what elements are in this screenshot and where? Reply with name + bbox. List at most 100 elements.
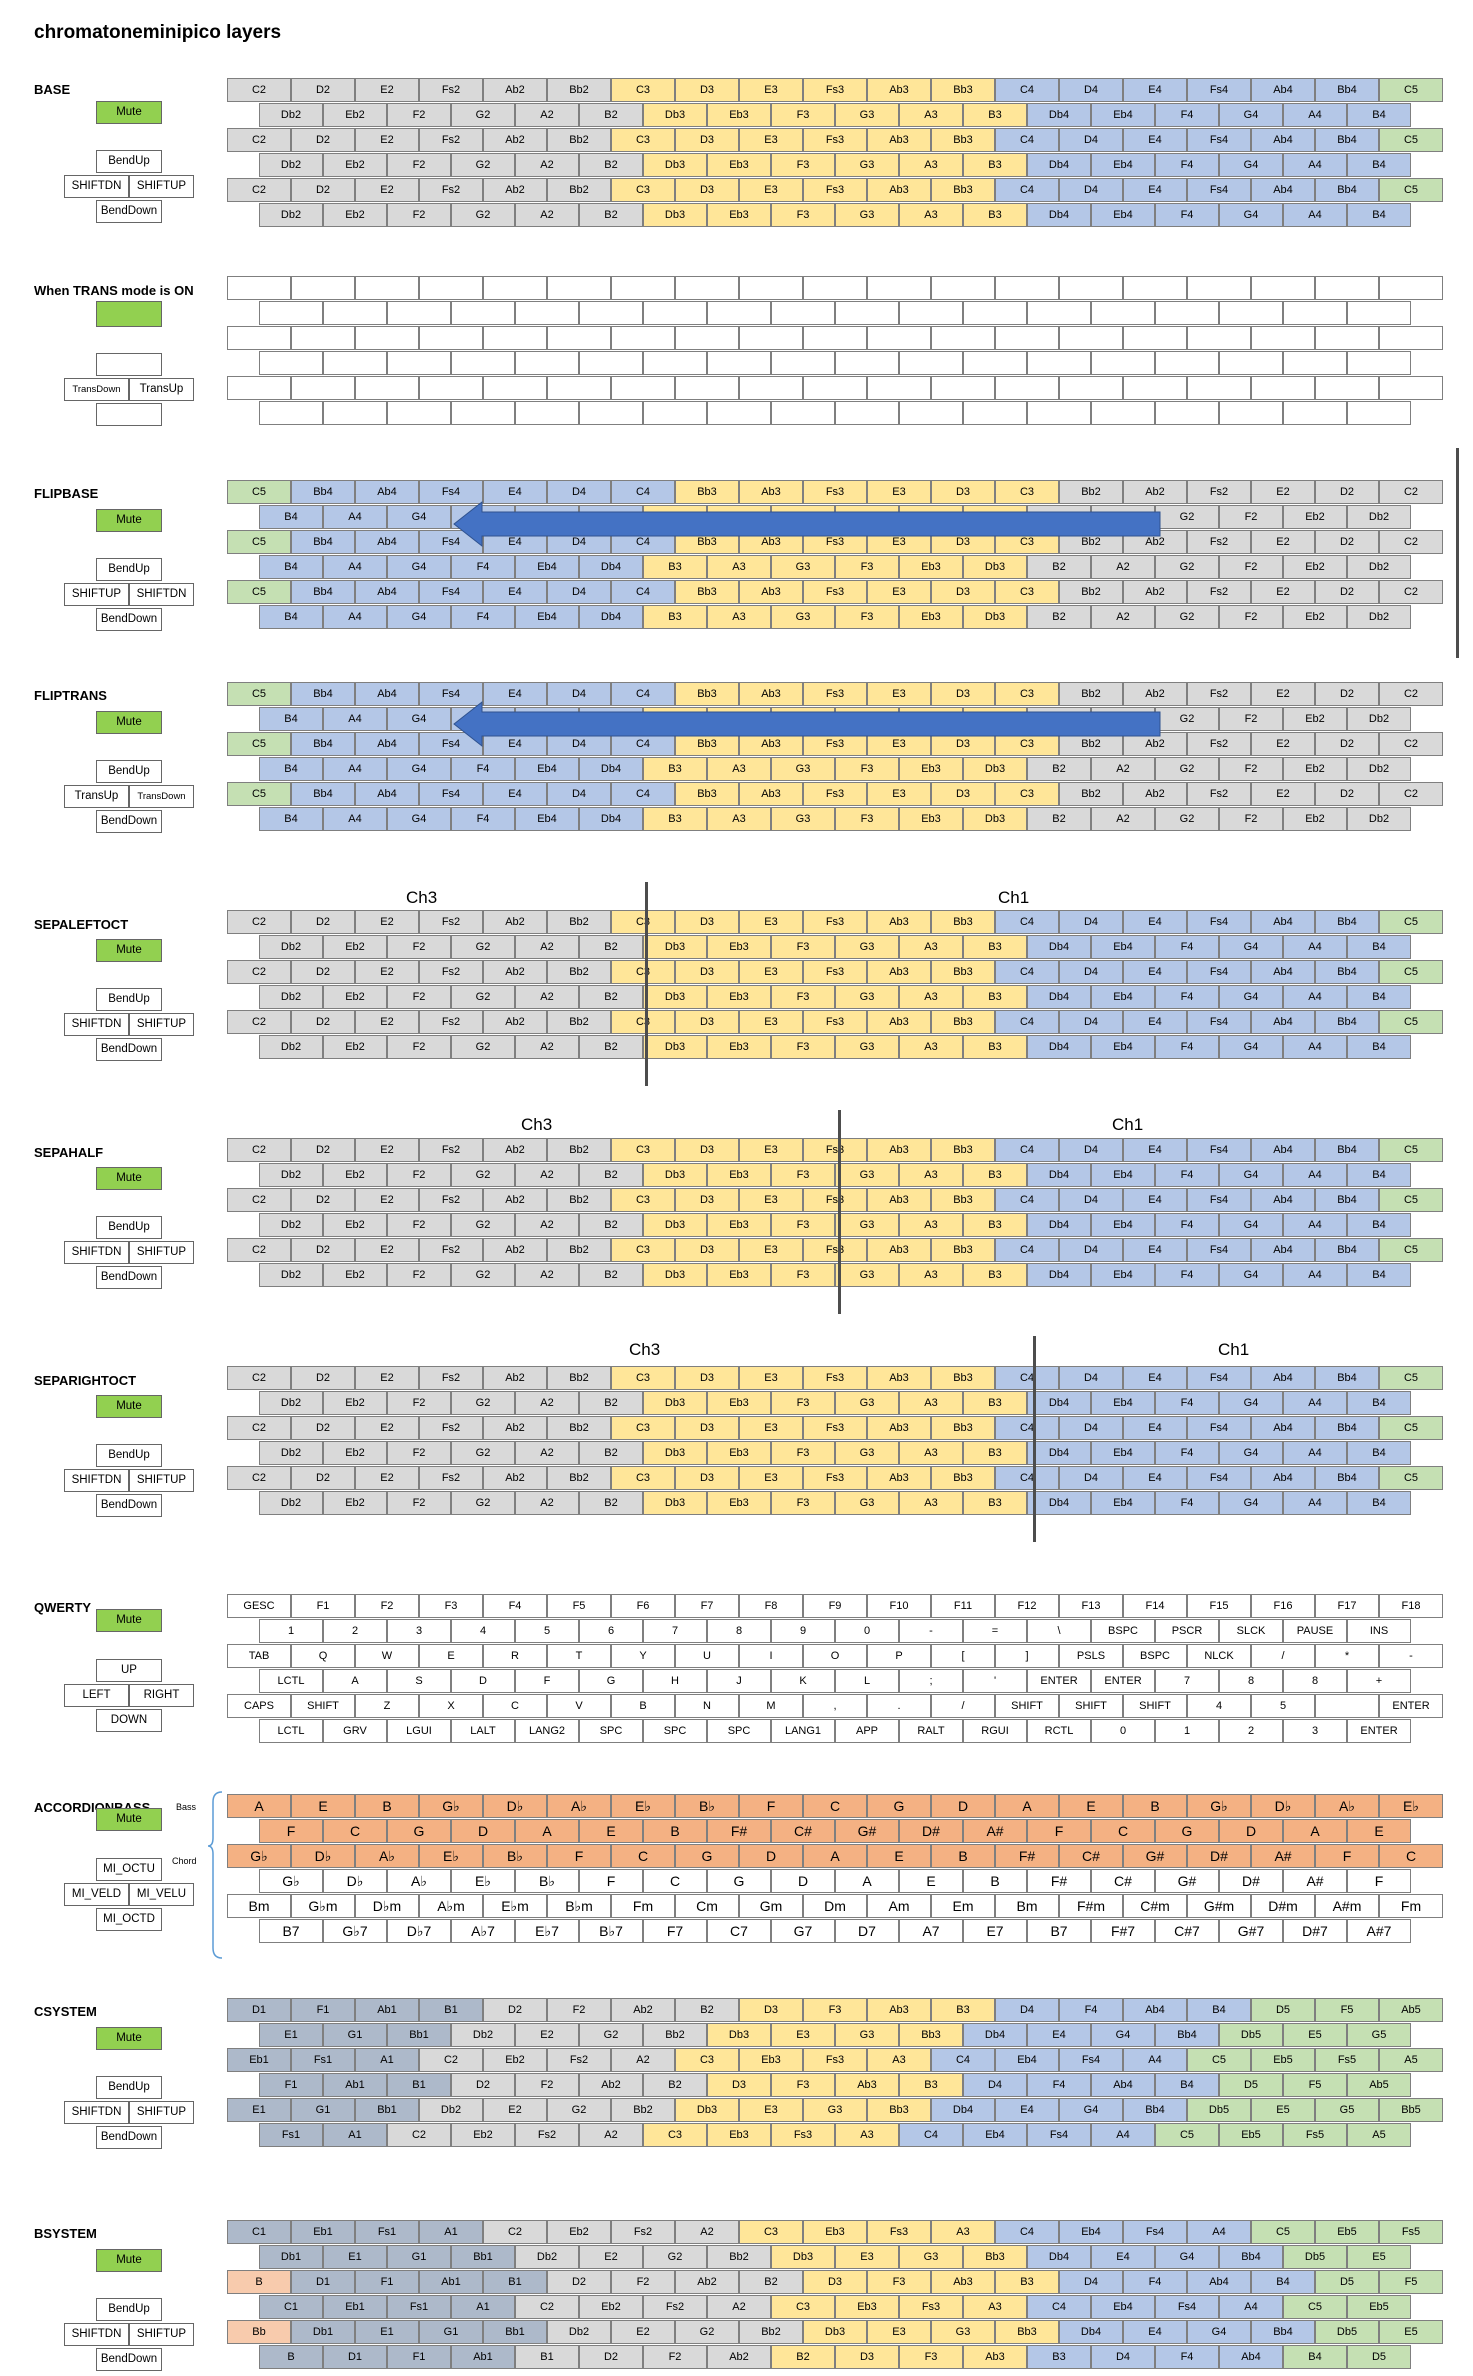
key-cell[interactable]: E3 — [739, 1466, 803, 1490]
key-cell[interactable] — [1347, 301, 1411, 325]
key-cell[interactable]: D2 — [1315, 732, 1379, 756]
key-cell[interactable]: Db2 — [259, 1035, 323, 1059]
key-cell[interactable]: G4 — [387, 707, 451, 731]
key-cell[interactable]: B4 — [1347, 1163, 1411, 1187]
key-cell[interactable]: Fs4 — [419, 580, 483, 604]
key-cell[interactable]: D3 — [675, 1466, 739, 1490]
key-cell[interactable]: D#7 — [1283, 1919, 1347, 1943]
keycode-cell[interactable]: B — [611, 1694, 675, 1718]
key-cell[interactable] — [1315, 276, 1379, 300]
key-cell[interactable]: D2 — [291, 1416, 355, 1440]
key-cell[interactable]: G3 — [771, 757, 835, 781]
keycode-cell[interactable]: . — [867, 1694, 931, 1718]
keycode-cell[interactable]: 7 — [1155, 1669, 1219, 1693]
key-cell[interactable]: Db3 — [771, 2245, 835, 2269]
key-cell[interactable]: F3 — [771, 203, 835, 227]
key-cell[interactable]: D2 — [291, 960, 355, 984]
key-cell[interactable]: B4 — [1347, 1263, 1411, 1287]
key-cell[interactable] — [323, 351, 387, 375]
key-cell[interactable]: Em — [931, 1894, 995, 1918]
key-cell[interactable]: B3 — [643, 605, 707, 629]
key-cell[interactable]: B2 — [579, 1163, 643, 1187]
key-cell[interactable]: B4 — [1347, 1391, 1411, 1415]
left-button[interactable]: LEFT — [64, 1684, 129, 1707]
key-cell[interactable]: A♭ — [547, 1794, 611, 1818]
key-cell[interactable]: Fs2 — [419, 1138, 483, 1162]
keycode-cell[interactable]: CAPS — [227, 1694, 291, 1718]
keycode-cell[interactable]: RCTL — [1027, 1719, 1091, 1743]
keycode-cell[interactable]: 5 — [1251, 1694, 1315, 1718]
key-cell[interactable]: D♭ — [291, 1844, 355, 1868]
key-cell[interactable]: Ab3 — [867, 1238, 931, 1262]
key-cell[interactable]: Bb3 — [931, 178, 995, 202]
keycode-cell[interactable]: ENTER — [1379, 1694, 1443, 1718]
key-cell[interactable]: A♭ — [1315, 1794, 1379, 1818]
key-cell[interactable]: C4 — [995, 1010, 1059, 1034]
key-cell[interactable]: E2 — [1251, 782, 1315, 806]
key-cell[interactable] — [1187, 326, 1251, 350]
key-cell[interactable] — [227, 276, 291, 300]
key-cell[interactable]: Fs3 — [803, 2048, 867, 2072]
key-cell[interactable]: E4 — [1123, 78, 1187, 102]
key-cell[interactable]: A2 — [515, 1263, 579, 1287]
key-cell[interactable]: E — [867, 1844, 931, 1868]
key-cell[interactable]: Eb4 — [1091, 2295, 1155, 2319]
key-cell[interactable]: B4 — [1347, 103, 1411, 127]
key-cell[interactable]: B — [1123, 1794, 1187, 1818]
key-cell[interactable]: D4 — [1059, 1416, 1123, 1440]
key-cell[interactable]: B2 — [579, 935, 643, 959]
shiftup-button[interactable]: SHIFTUP — [129, 1469, 194, 1492]
keycode-cell[interactable]: 5 — [515, 1619, 579, 1643]
key-cell[interactable]: D4 — [1059, 1238, 1123, 1262]
key-cell[interactable]: Eb4 — [1091, 203, 1155, 227]
key-cell[interactable]: F# — [707, 1819, 771, 1843]
key-cell[interactable]: A3 — [899, 103, 963, 127]
keycode-cell[interactable]: SHIFT — [291, 1694, 355, 1718]
keycode-cell[interactable]: L — [835, 1669, 899, 1693]
key-cell[interactable]: B3 — [931, 1998, 995, 2022]
key-cell[interactable]: F2 — [643, 2345, 707, 2369]
key-cell[interactable]: Db3 — [675, 2098, 739, 2122]
key-cell[interactable]: Db3 — [643, 1441, 707, 1465]
key-cell[interactable]: Ab2 — [483, 1010, 547, 1034]
key-cell[interactable]: D2 — [291, 1466, 355, 1490]
key-cell[interactable]: B4 — [259, 605, 323, 629]
key-cell[interactable] — [1251, 276, 1315, 300]
key-cell[interactable]: C2 — [227, 1138, 291, 1162]
key-cell[interactable]: E2 — [355, 1188, 419, 1212]
key-cell[interactable]: Eb3 — [707, 2123, 771, 2147]
key-cell[interactable]: Bb3 — [931, 1416, 995, 1440]
key-cell[interactable]: C4 — [995, 1188, 1059, 1212]
keycode-cell[interactable]: F4 — [483, 1594, 547, 1618]
key-cell[interactable]: A♭ — [355, 1844, 419, 1868]
key-cell[interactable]: D2 — [451, 2073, 515, 2097]
key-cell[interactable]: Bb2 — [1059, 782, 1123, 806]
key-cell[interactable]: Db4 — [1027, 1163, 1091, 1187]
key-cell[interactable]: Bb4 — [1315, 1416, 1379, 1440]
key-cell[interactable]: D# — [899, 1819, 963, 1843]
key-cell[interactable]: Db1 — [259, 2245, 323, 2269]
key-cell[interactable] — [611, 326, 675, 350]
key-cell[interactable]: Ab2 — [483, 178, 547, 202]
key-cell[interactable]: C — [323, 1819, 387, 1843]
key-cell[interactable]: G — [675, 1844, 739, 1868]
keycode-cell[interactable]: M — [739, 1694, 803, 1718]
key-cell[interactable]: D2 — [291, 1366, 355, 1390]
key-cell[interactable]: C3 — [995, 480, 1059, 504]
keycode-cell[interactable]: F2 — [355, 1594, 419, 1618]
key-cell[interactable] — [259, 401, 323, 425]
key-cell[interactable] — [579, 301, 643, 325]
key-cell[interactable]: F2 — [387, 1441, 451, 1465]
keycode-cell[interactable]: RGUI — [963, 1719, 1027, 1743]
key-cell[interactable]: F#7 — [1091, 1919, 1155, 1943]
key-cell[interactable]: F2 — [387, 203, 451, 227]
key-cell[interactable]: Db4 — [1027, 1263, 1091, 1287]
key-cell[interactable]: A4 — [323, 757, 387, 781]
key-cell[interactable]: G2 — [451, 153, 515, 177]
key-cell[interactable]: A4 — [1219, 2295, 1283, 2319]
key-cell[interactable]: G2 — [1155, 555, 1219, 579]
key-cell[interactable]: B — [931, 1844, 995, 1868]
key-cell[interactable]: C3 — [611, 1188, 675, 1212]
key-cell[interactable]: C4 — [899, 2123, 963, 2147]
key-cell[interactable]: Bb3 — [931, 1238, 995, 1262]
